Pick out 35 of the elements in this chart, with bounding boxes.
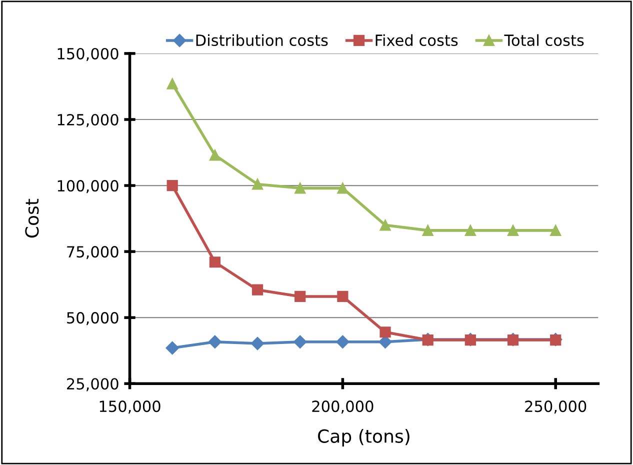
y-tick-label: 150,000: [58, 48, 118, 62]
y-tick-label: 125,000: [58, 114, 118, 128]
y-tick-label: 25,000: [67, 378, 118, 392]
y-axis-title: Cost: [25, 198, 39, 238]
x-tick-label: 150,000: [100, 400, 160, 414]
point: [380, 220, 391, 231]
x-tick-label: 250,000: [525, 400, 586, 414]
point: [422, 224, 434, 236]
point: [294, 182, 306, 194]
point: [380, 326, 391, 338]
point: [250, 336, 264, 350]
point: [337, 182, 348, 194]
point: [208, 335, 222, 348]
point: [336, 335, 350, 348]
point: [209, 256, 220, 268]
point: [337, 290, 348, 302]
y-tick-label: 100,000: [58, 180, 118, 194]
legend-label: Total costs: [504, 34, 584, 46]
point: [166, 78, 178, 90]
point: [507, 224, 519, 236]
x-axis-title: Cap (tons): [318, 428, 410, 446]
point: [464, 224, 476, 236]
point: [252, 284, 264, 296]
point: [209, 150, 220, 161]
point: [294, 335, 307, 348]
y-tick-label: 50,000: [67, 312, 118, 326]
point: [166, 341, 179, 355]
point: [166, 180, 178, 192]
point: [550, 224, 562, 236]
x-tick-label: 200,000: [312, 400, 374, 414]
legend-label: Fixed costs: [376, 34, 458, 46]
legend-label: Distribution costs: [196, 34, 328, 46]
point: [252, 178, 264, 190]
point: [294, 290, 306, 302]
y-tick-label: 75,000: [67, 246, 118, 260]
